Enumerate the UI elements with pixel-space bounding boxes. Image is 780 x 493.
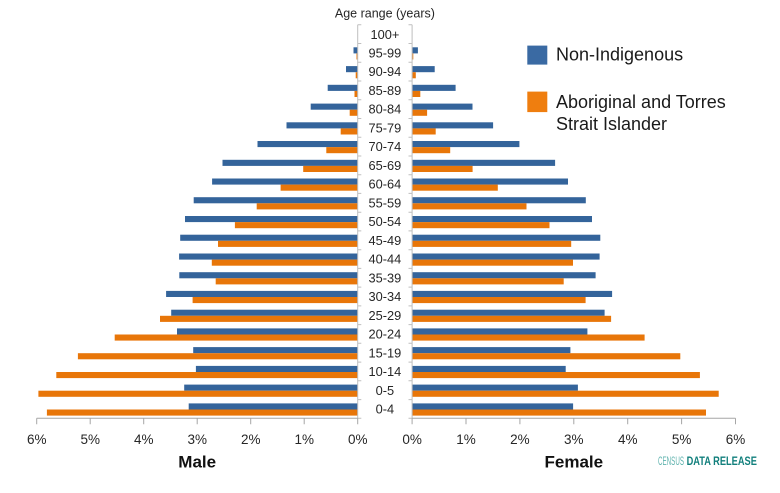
svg-text:Non-Indigenous: Non-Indigenous (556, 45, 683, 65)
svg-text:6%: 6% (27, 432, 47, 447)
svg-text:35-39: 35-39 (369, 270, 402, 285)
svg-text:4%: 4% (134, 432, 154, 447)
svg-text:30-34: 30-34 (369, 289, 402, 304)
svg-text:45-49: 45-49 (369, 233, 402, 248)
svg-text:0-5: 0-5 (376, 383, 395, 398)
svg-text:80-84: 80-84 (369, 102, 402, 117)
svg-text:55-59: 55-59 (369, 195, 402, 210)
svg-text:Male: Male (178, 453, 216, 472)
svg-text:0-4: 0-4 (376, 402, 395, 417)
svg-text:Strait Islander: Strait Islander (556, 114, 667, 134)
svg-text:50-54: 50-54 (369, 214, 402, 229)
svg-text:100+: 100+ (370, 27, 399, 42)
svg-text:4%: 4% (618, 432, 638, 447)
svg-text:0%: 0% (402, 432, 422, 447)
svg-text:90-94: 90-94 (369, 64, 402, 79)
svg-text:0%: 0% (348, 432, 368, 447)
svg-text:10-14: 10-14 (369, 364, 402, 379)
svg-text:20-24: 20-24 (369, 327, 402, 342)
svg-text:1%: 1% (456, 432, 476, 447)
svg-text:2%: 2% (241, 432, 261, 447)
svg-text:DATA RELEASE: DATA RELEASE (687, 454, 757, 468)
svg-text:70-74: 70-74 (369, 139, 402, 154)
svg-text:Female: Female (545, 453, 604, 472)
svg-text:25-29: 25-29 (369, 308, 402, 323)
svg-text:40-44: 40-44 (369, 252, 402, 267)
svg-text:2%: 2% (510, 432, 530, 447)
svg-text:CENSUS: CENSUS (658, 454, 684, 468)
svg-text:Age range (years): Age range (years) (335, 7, 435, 21)
svg-text:Aboriginal and Torres: Aboriginal and Torres (556, 92, 726, 112)
svg-text:75-79: 75-79 (369, 121, 402, 136)
svg-text:1%: 1% (294, 432, 314, 447)
svg-text:85-89: 85-89 (369, 83, 402, 98)
svg-text:5%: 5% (672, 432, 692, 447)
svg-text:15-19: 15-19 (369, 345, 402, 360)
svg-text:5%: 5% (80, 432, 100, 447)
svg-text:3%: 3% (564, 432, 584, 447)
svg-text:95-99: 95-99 (369, 46, 402, 61)
svg-text:65-69: 65-69 (369, 158, 402, 173)
svg-text:6%: 6% (726, 432, 746, 447)
svg-text:3%: 3% (187, 432, 207, 447)
svg-text:60-64: 60-64 (369, 177, 402, 192)
